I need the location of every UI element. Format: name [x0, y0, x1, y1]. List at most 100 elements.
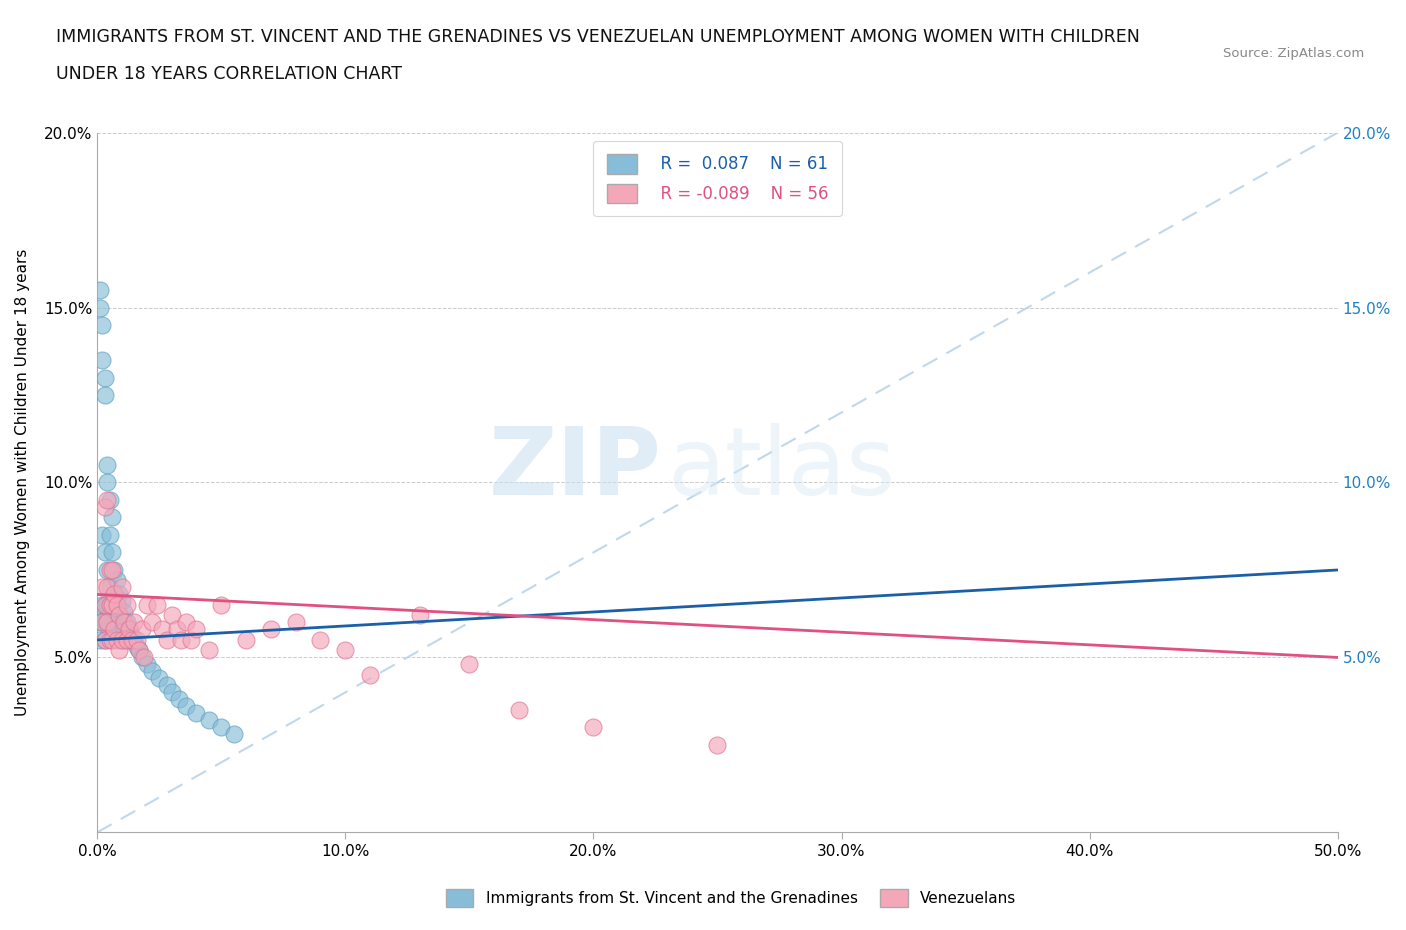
Point	[125, 640, 148, 655]
Point	[91, 615, 114, 630]
Point	[112, 622, 135, 637]
Point	[96, 458, 118, 472]
Point	[409, 608, 432, 623]
Point	[128, 643, 150, 658]
Point	[111, 632, 134, 647]
Point	[103, 587, 125, 602]
Point	[96, 615, 118, 630]
Point	[96, 475, 118, 490]
Point	[93, 597, 115, 612]
Point	[284, 615, 307, 630]
Point	[91, 318, 114, 333]
Point	[359, 668, 381, 683]
Point	[103, 563, 125, 578]
Point	[105, 573, 128, 588]
Point	[166, 622, 188, 637]
Point	[141, 664, 163, 679]
Point	[96, 580, 118, 595]
Point	[103, 587, 125, 602]
Point	[176, 699, 198, 714]
Point	[101, 510, 124, 525]
Point	[155, 632, 177, 647]
Point	[112, 615, 135, 630]
Point	[160, 608, 183, 623]
Point	[96, 597, 118, 612]
Point	[93, 597, 115, 612]
Point	[115, 632, 138, 647]
Point	[93, 370, 115, 385]
Point	[91, 352, 114, 367]
Point	[111, 632, 134, 647]
Point	[186, 706, 208, 721]
Point	[105, 622, 128, 637]
Point	[98, 632, 121, 647]
Point	[108, 608, 131, 623]
Point	[101, 632, 124, 647]
Point	[91, 597, 114, 612]
Point	[89, 300, 111, 315]
Text: UNDER 18 YEARS CORRELATION CHART: UNDER 18 YEARS CORRELATION CHART	[56, 65, 402, 83]
Point	[124, 615, 146, 630]
Point	[105, 597, 128, 612]
Point	[235, 632, 257, 647]
Point	[105, 632, 128, 647]
Point	[101, 545, 124, 560]
Point	[118, 622, 141, 637]
Point	[176, 615, 198, 630]
Point	[93, 615, 115, 630]
Point	[128, 643, 150, 658]
Point	[98, 597, 121, 612]
Point	[115, 597, 138, 612]
Point	[458, 657, 481, 671]
Point	[706, 737, 728, 752]
Point	[150, 622, 173, 637]
Point	[209, 720, 232, 735]
Point	[101, 615, 124, 630]
Point	[108, 587, 131, 602]
Point	[111, 594, 134, 609]
Point	[118, 622, 141, 637]
Point	[160, 685, 183, 700]
Point	[309, 632, 332, 647]
Point	[105, 597, 128, 612]
Point	[121, 629, 143, 644]
Point	[335, 643, 357, 658]
Y-axis label: Unemployment Among Women with Children Under 18 years: Unemployment Among Women with Children U…	[15, 249, 30, 716]
Point	[135, 657, 157, 671]
Point	[197, 713, 219, 728]
Point	[121, 632, 143, 647]
Point	[209, 597, 232, 612]
Point	[93, 499, 115, 514]
Point	[148, 671, 170, 686]
Point	[89, 283, 111, 298]
Point	[98, 563, 121, 578]
Point	[112, 604, 135, 619]
Text: atlas: atlas	[668, 422, 896, 514]
Point	[260, 622, 283, 637]
Point	[135, 597, 157, 612]
Point	[111, 580, 134, 595]
Point	[98, 493, 121, 508]
Point	[98, 527, 121, 542]
Point	[89, 632, 111, 647]
Point	[93, 632, 115, 647]
Point	[96, 615, 118, 630]
Point	[508, 702, 530, 717]
Point	[108, 608, 131, 623]
Point	[101, 597, 124, 612]
Text: ZIP: ZIP	[489, 422, 662, 514]
Legend: Immigrants from St. Vincent and the Grenadines, Venezuelans: Immigrants from St. Vincent and the Gren…	[440, 884, 1022, 913]
Point	[103, 622, 125, 637]
Point	[170, 632, 193, 647]
Point	[131, 650, 153, 665]
Point	[93, 545, 115, 560]
Text: Source: ZipAtlas.com: Source: ZipAtlas.com	[1223, 46, 1364, 60]
Point	[91, 580, 114, 595]
Point	[145, 597, 167, 612]
Point	[115, 615, 138, 630]
Point	[96, 493, 118, 508]
Point	[124, 632, 146, 647]
Point	[101, 563, 124, 578]
Point	[93, 632, 115, 647]
Point	[180, 632, 202, 647]
